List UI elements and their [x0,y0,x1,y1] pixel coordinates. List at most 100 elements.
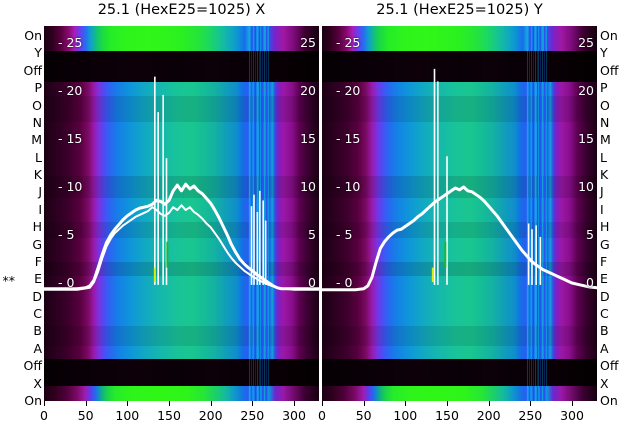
category-tick-o-4: O [32,97,42,113]
category-tick-on-21: On [24,392,42,408]
x-tick-mark [322,401,323,406]
category-tick-l-7: L [600,149,607,165]
y-tick-label: 20 [300,83,316,98]
category-tick-on-0: On [600,28,618,43]
x-tick-label: 50 [77,408,94,423]
y-tick-label: - 5 [58,227,75,242]
y-tick-label: - 15 [58,131,83,146]
y-tick-label: - 10 [58,179,83,194]
category-tick-j-9: J [600,184,604,200]
category-tick-off-19: Off [600,358,619,374]
y-tick-label: 10 [578,179,594,194]
x-tick-mark [294,401,295,406]
y-tick-label: 25 [578,35,594,50]
category-tick-h-11: H [32,219,42,235]
y-tick-label: - 20 [336,83,361,98]
category-tick-c-16: C [600,306,609,322]
y-tick-label: 10 [300,179,316,194]
category-tick-f-13: F [600,253,608,269]
category-tick-off-2: Off [23,62,42,78]
x-tick-label: 150 [435,408,459,423]
heatmap-band [44,82,319,359]
y-tick-label: 15 [300,131,316,146]
category-tick-b-17: B [33,323,42,339]
x-tick-mark [572,401,573,406]
y-tick-label: - 5 [336,227,353,242]
category-tick-n-5: N [32,114,42,130]
category-tick-off-19: Off [23,358,42,374]
y-tick-label: - 0 [58,275,75,290]
x-tick-label: 0 [318,408,326,423]
category-tick-off-2: Off [600,62,619,78]
x-axis-right: 0 50 100 150 200 250 300 [318,401,597,431]
x-tick-mark [85,401,87,406]
category-tick-i-10: I [38,201,42,217]
x-tick-label: 300 [560,408,584,423]
category-tick-o-4: O [600,97,610,113]
category-tick-y-1: Y [34,45,42,61]
x-tick-label: 200 [476,408,501,423]
x-tick-mark [488,401,490,406]
y-tick-label: - 10 [336,179,361,194]
category-tick-g-12: G [600,236,610,252]
category-tick-p-3: P [34,80,42,96]
heatmap-panel-x[interactable]: - 0 0 - 5 5 - 10 10 - 15 15 - 20 20 - 25 25 [44,26,319,401]
y-tick-label: - 0 [336,275,353,290]
intensity-trace [44,182,319,291]
y-tick-label: 20 [578,83,594,98]
x-tick-label: 250 [240,408,265,423]
y-tick-label: 15 [578,131,594,146]
highlight-marker: ** [2,273,16,289]
category-tick-j-9: J [38,184,42,200]
category-tick-e-14: E [600,271,608,287]
dark-band-mask [322,359,597,386]
category-tick-y-1: Y [600,45,608,61]
x-tick-label: 50 [355,408,372,423]
y-tick-label: - 25 [336,35,361,50]
category-tick-c-16: C [33,306,42,322]
y-tick-label: - 15 [336,131,361,146]
category-tick-m-6: M [600,132,611,148]
category-tick-a-18: A [600,340,609,356]
category-tick-on-21: On [600,392,618,408]
heatmap-band [44,26,319,51]
category-tick-on-0: On [24,28,42,43]
x-tick-label: 300 [282,408,306,423]
x-tick-mark [169,401,170,406]
category-tick-h-11: H [600,219,610,235]
heatmap-panel-y[interactable]: - 0 0 - 5 5 - 10 10 - 15 15 - 20 20 - 25 25 [322,26,597,401]
category-tick-x-20: X [33,375,42,391]
category-tick-g-12: G [32,236,42,252]
trace-overlay [44,76,319,291]
x-tick-label: 150 [157,408,181,423]
category-tick-i-10: I [600,201,604,217]
x-tick-mark [530,401,532,406]
panel-title-left: 25.1 (HexE25=1025) X [97,2,266,18]
x-tick-mark [363,401,365,406]
category-tick-b-17: B [600,323,609,339]
dark-band-mask [44,51,319,82]
heatmap-shade [44,96,319,122]
x-axis-left: 0 50 100 150 200 250 300 [40,401,319,431]
y-tick-label: - 20 [58,83,83,98]
trace-overlay [322,68,597,292]
y-tick-label: 5 [586,227,594,242]
category-tick-n-5: N [600,114,610,130]
x-tick-mark [252,401,254,406]
category-tick-f-13: F [34,253,42,269]
category-tick-k-8: K [600,167,609,183]
x-tick-mark [447,401,448,406]
x-tick-label: 250 [518,408,543,423]
y-tick-label: 5 [308,227,316,242]
category-tick-a-18: A [33,340,42,356]
heatmap-shade [322,96,597,122]
category-tick-d-15: D [600,288,610,304]
y-tick-label: 0 [308,275,316,290]
category-tick-l-7: L [35,149,42,165]
x-tick-mark [210,401,212,406]
category-axis-right: On Y Off P O N M L K J I H G F E D C B A Off X On [600,0,640,440]
x-tick-mark [44,401,45,406]
x-tick-label: 100 [115,408,140,423]
category-tick-m-6: M [31,132,42,148]
